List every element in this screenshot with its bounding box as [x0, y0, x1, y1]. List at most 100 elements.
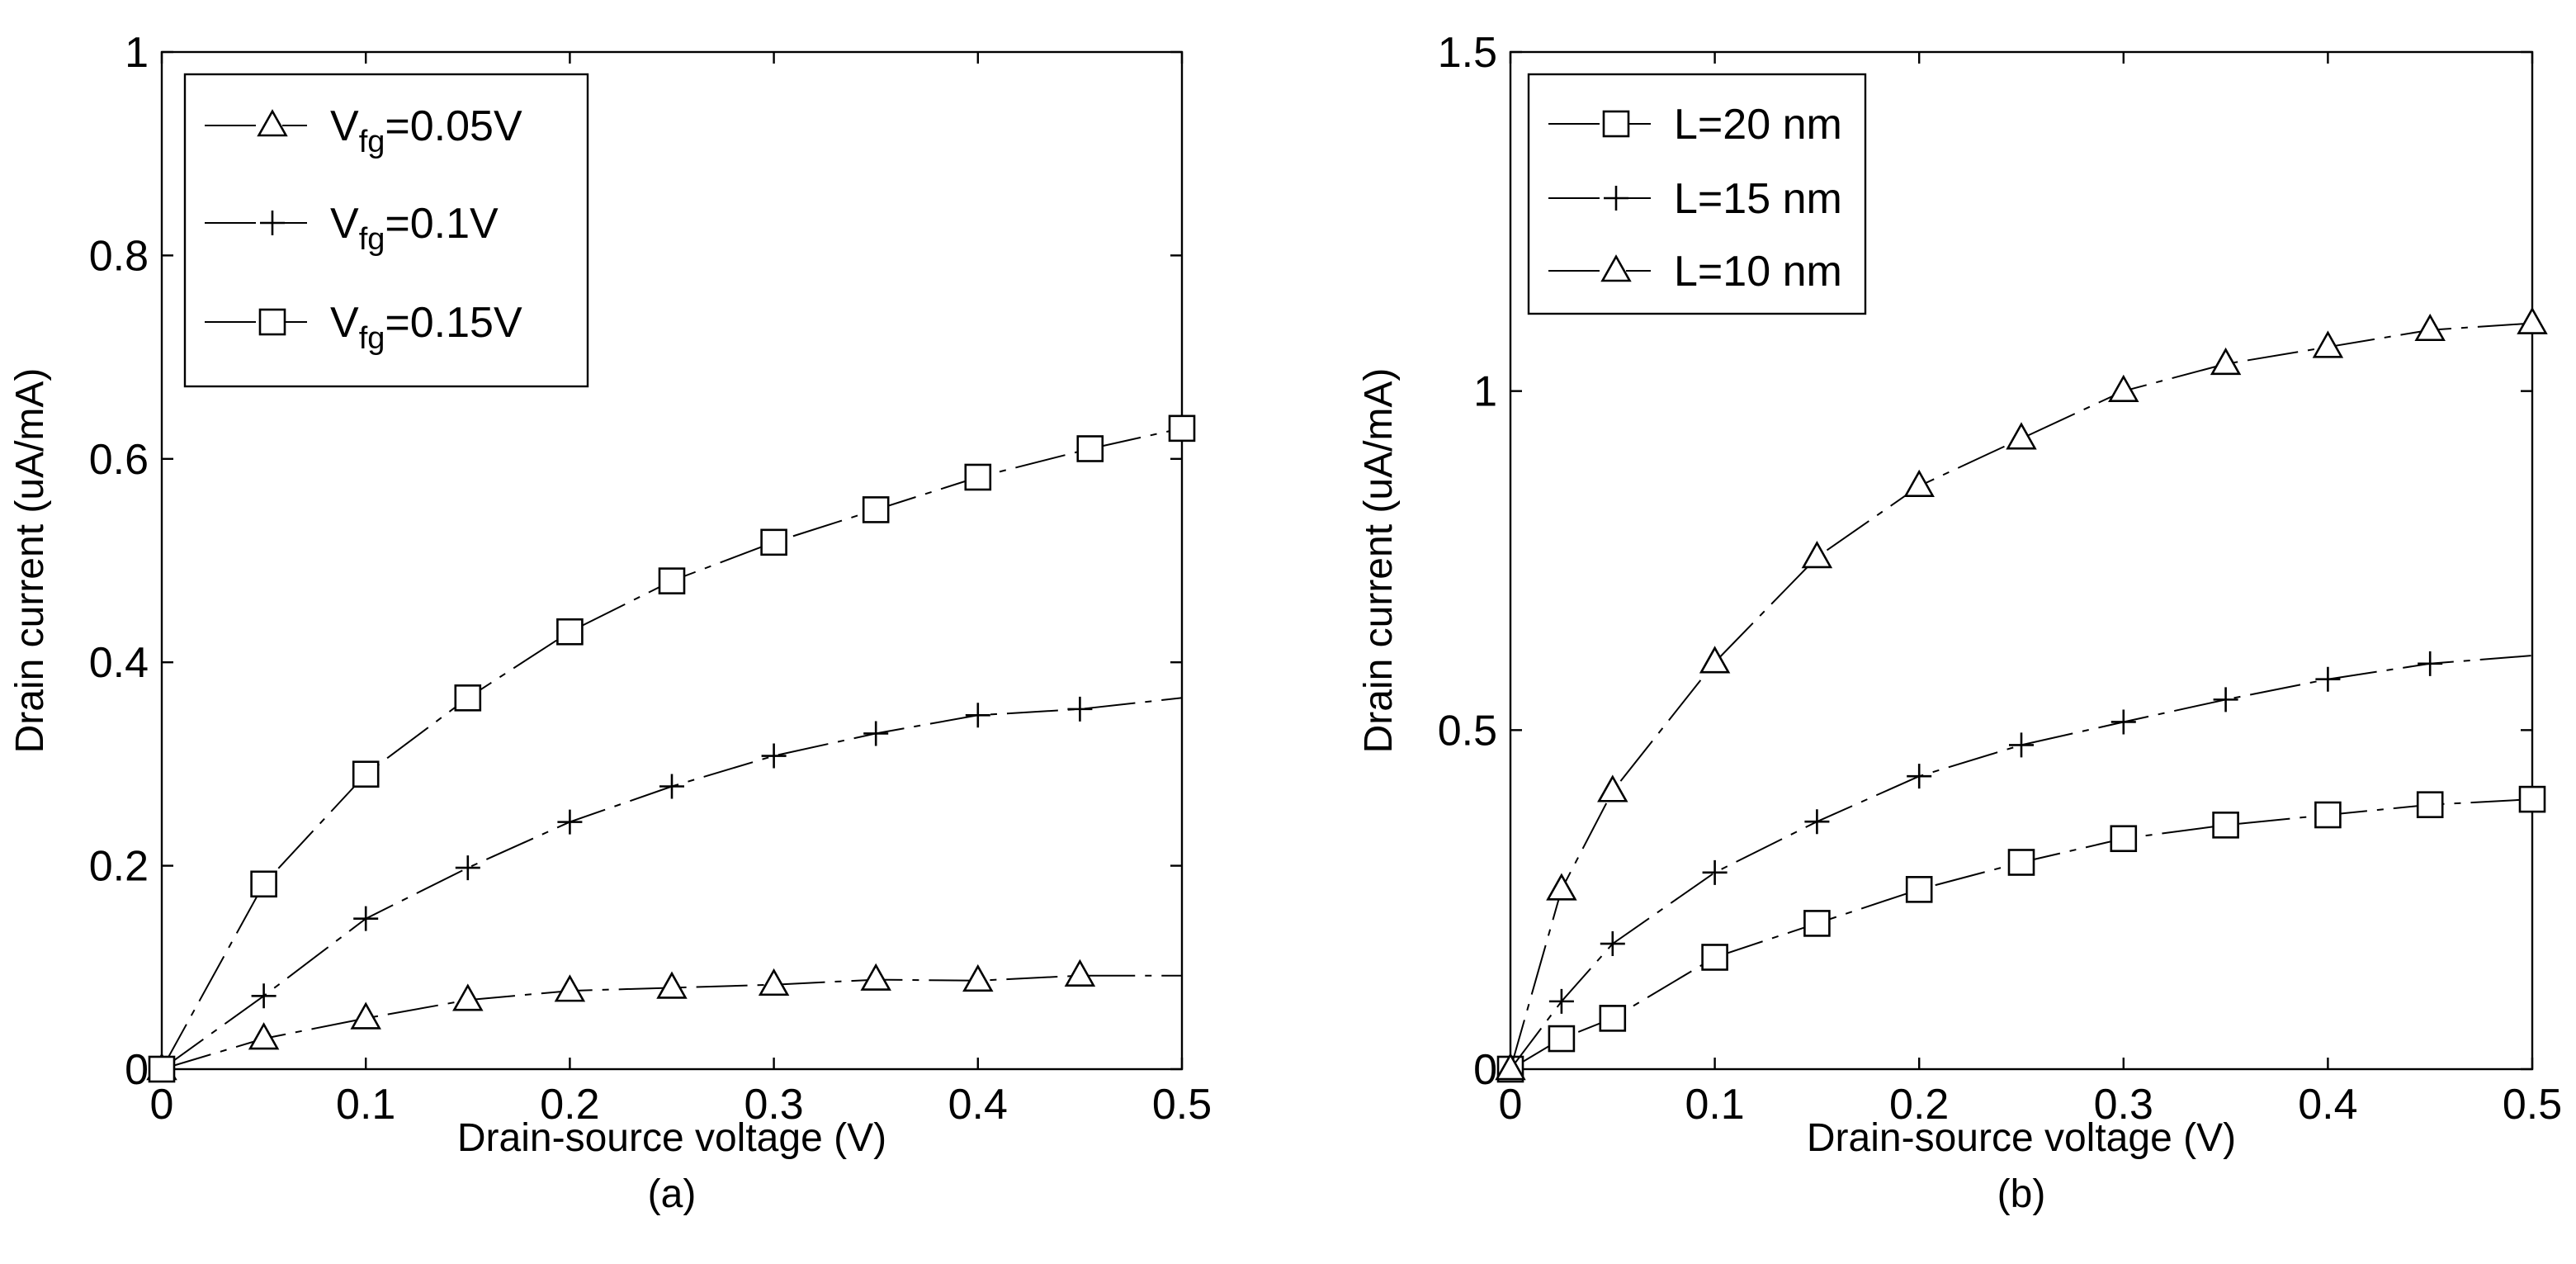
data-point-marker	[2212, 812, 2239, 839]
y-tick-label: 0.4	[89, 639, 149, 687]
x-tick-label: 0.3	[2094, 1081, 2153, 1129]
data-point-marker	[1067, 696, 1093, 722]
data-point-marker	[455, 855, 480, 881]
series-line	[1510, 655, 2533, 1070]
data-point-marker	[556, 618, 584, 646]
data-point-marker	[1548, 988, 1574, 1014]
legend-marker	[1600, 254, 1632, 282]
data-point-marker	[2210, 347, 2242, 376]
data-point-marker	[1495, 1053, 1526, 1081]
data-point-marker	[352, 760, 380, 788]
data-point-marker	[760, 528, 787, 556]
x-axis-label: Drain-source voltage (V)	[1807, 1116, 2236, 1160]
data-point-marker	[1599, 1005, 1627, 1032]
legend-label-value: =0.1V	[385, 200, 499, 248]
series-1	[146, 959, 1182, 1081]
x-tick-label: 0.4	[2298, 1081, 2357, 1129]
data-point-marker	[1699, 646, 1731, 674]
series-2	[161, 696, 1183, 1070]
data-point-marker	[452, 983, 484, 1011]
data-point-marker	[962, 963, 994, 992]
data-point-marker	[1804, 809, 1830, 835]
data-point-marker	[1801, 540, 1833, 569]
legend-label-value: =0.15V	[385, 299, 522, 347]
data-point-marker	[2414, 313, 2446, 342]
data-point-marker	[964, 463, 992, 491]
data-point-marker	[1546, 873, 1577, 901]
data-point-marker	[965, 703, 990, 728]
legend-label: L=10 nm	[1674, 248, 1842, 296]
y-tick-label: 1	[1473, 368, 1497, 416]
legend-marker	[1602, 110, 1630, 138]
data-point-marker	[2006, 422, 2037, 450]
x-tick-label: 0.1	[1685, 1081, 1744, 1129]
data-point-marker	[1701, 944, 1728, 971]
data-point-marker	[2312, 330, 2344, 358]
legend-label: Vfg=0.05V	[330, 102, 522, 159]
data-point-marker	[353, 906, 379, 931]
x-tick-label: 0.3	[744, 1081, 803, 1129]
data-point-marker	[1064, 959, 1096, 987]
legend-marker	[1604, 186, 1628, 211]
legend-label-subscript: fg	[359, 321, 385, 356]
series-3	[1495, 306, 2548, 1081]
data-point-marker	[2416, 791, 2444, 818]
data-point-marker	[2518, 785, 2546, 813]
y-tick-label: 0.6	[89, 436, 149, 484]
legend-label: Vfg=0.1V	[330, 200, 499, 257]
x-tick-label: 0.5	[2503, 1081, 2562, 1129]
y-tick-label: 0.2	[89, 843, 149, 891]
data-point-marker	[248, 1022, 280, 1050]
data-point-marker	[250, 870, 277, 898]
data-point-marker	[1905, 876, 1933, 903]
x-tick-label: 0	[150, 1081, 174, 1129]
legend: L=20 nm L=15 nm L=10 nm	[1527, 73, 1867, 315]
data-point-marker	[1168, 414, 1196, 443]
data-point-marker	[758, 968, 790, 997]
legend-label-main: V	[330, 299, 359, 347]
data-point-marker	[860, 963, 891, 991]
x-tick-label: 0.1	[336, 1081, 395, 1129]
series-line	[161, 974, 1182, 1070]
data-point-marker	[761, 743, 787, 769]
data-point-marker	[2314, 801, 2342, 829]
data-point-marker	[1907, 764, 1932, 789]
series-1	[1496, 785, 2546, 1083]
data-point-marker	[1903, 469, 1935, 497]
y-tick-label: 1.5	[1438, 29, 1497, 77]
legend-label: Vfg=0.15V	[330, 299, 522, 356]
panel-label: (b)	[1997, 1172, 2046, 1216]
legend-label: L=20 nm	[1674, 101, 1842, 149]
plot-frame	[160, 50, 1184, 1071]
y-tick-label: 0	[1473, 1046, 1497, 1094]
data-point-marker	[2517, 306, 2548, 334]
data-point-marker	[148, 1055, 176, 1083]
data-point-marker	[454, 684, 482, 712]
y-tick-label: 0.5	[1438, 707, 1497, 755]
data-point-marker	[2110, 709, 2136, 735]
legend-label-subscript: fg	[359, 222, 385, 257]
x-axis-label: Drain-source voltage (V)	[457, 1116, 886, 1160]
legend-label-value: =0.05V	[385, 102, 522, 150]
data-point-marker	[2108, 374, 2139, 402]
data-point-marker	[2009, 732, 2034, 758]
data-point-marker	[863, 721, 889, 746]
legend-marker	[257, 109, 288, 137]
x-tick-label: 0.2	[540, 1081, 599, 1129]
plot-frame	[1509, 50, 2534, 1071]
data-point-marker	[656, 971, 688, 999]
y-axis-label: Drain current (uA/mA)	[8, 368, 52, 754]
x-tick-label: 0.4	[948, 1081, 1008, 1129]
data-point-marker	[1803, 910, 1831, 937]
data-point-marker	[2213, 687, 2238, 712]
legend-box	[1527, 73, 1867, 315]
data-point-marker	[658, 567, 686, 594]
data-point-marker	[862, 496, 890, 523]
y-tick-label: 0.8	[89, 232, 149, 280]
data-point-marker	[2315, 666, 2341, 692]
legend-label-subscript: fg	[359, 125, 385, 159]
data-point-marker	[1597, 774, 1628, 802]
data-point-marker	[1702, 859, 1728, 885]
